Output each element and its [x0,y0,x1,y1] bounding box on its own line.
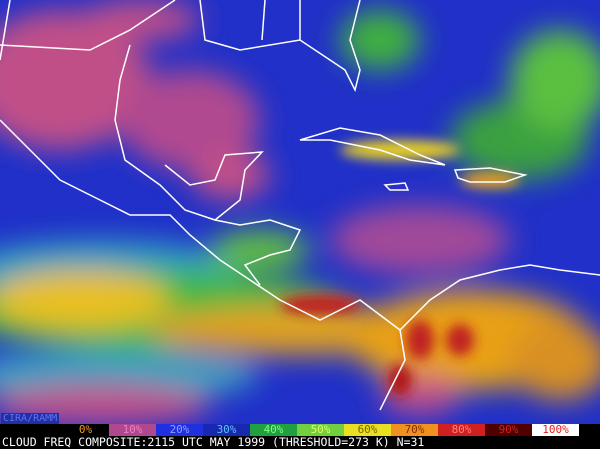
legend-label: 100% [532,424,579,436]
legend-label: 20% [156,424,203,436]
legend-label: 60% [344,424,391,436]
legend-label: 80% [438,424,485,436]
credit: CIRA/RAMM [1,413,60,424]
legend-label: 30% [203,424,250,436]
legend-label: 40% [250,424,297,436]
legend-label: 90% [485,424,532,436]
caption: CLOUD FREQ COMPOSITE:2115 UTC MAY 1999 (… [2,435,425,449]
legend-label: 50% [297,424,344,436]
legend-label: 0% [62,424,109,436]
legend-label: 10% [109,424,156,436]
cloud-frequency-map [0,0,600,424]
legend-label: 70% [391,424,438,436]
